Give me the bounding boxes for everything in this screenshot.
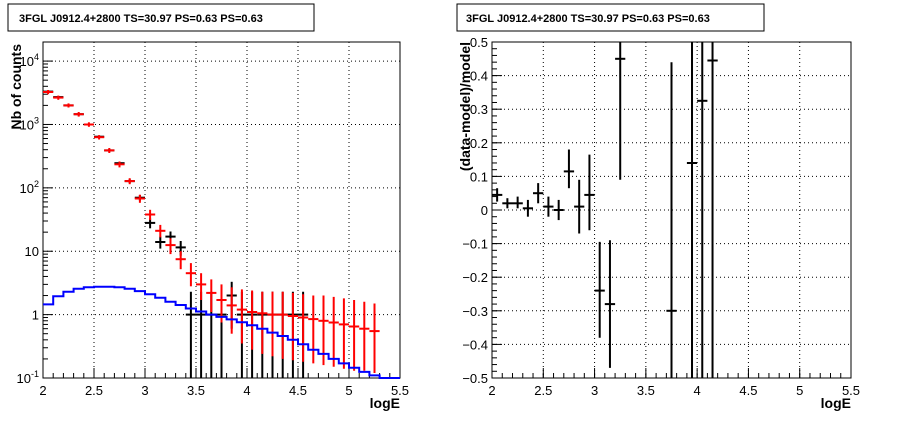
left-panel: 2 2.5 3 3.5 4 4.5 5 5.5 10-1 1 10 102 103 104 3FGL J…: [7, 3, 409, 411]
y-tick-label: 10-1: [17, 369, 39, 386]
x-tick-label: 2.5: [534, 383, 552, 398]
right-x-axis-title: logE: [821, 395, 851, 411]
x-tick-label: 5.5: [842, 383, 860, 398]
x-tick-label: 5.5: [391, 383, 409, 398]
left-title-box: [7, 3, 315, 32]
left-y-ticks: 10-1 1 10 102 103 104: [17, 52, 53, 386]
right-panel: 2 2.5 3 3.5 4 4.5 5 5.5 −0.5 −0.4 −0.3 −0.2 −0.1 0 0.…: [456, 3, 860, 411]
x-tick-label: 4.5: [739, 383, 757, 398]
x-tick-label: 3.5: [187, 383, 205, 398]
y-tick-label: 0: [481, 203, 488, 218]
y-tick-label: 103: [20, 115, 39, 132]
x-tick-label: 3: [141, 383, 148, 398]
left-x-axis-title: logE: [370, 395, 400, 411]
y-tick-label: −0.2: [462, 270, 488, 285]
x-tick-label: 3: [591, 383, 598, 398]
model-step-line: [43, 285, 400, 379]
x-tick-label: 4: [694, 383, 701, 398]
right-y-axis-title: (data-model)/model: [457, 42, 473, 171]
right-series: [492, 42, 718, 378]
y-tick-label: 10: [25, 244, 39, 259]
left-title: 3FGL J0912.4+2800 TS=30.97 PS=0.63 PS=0.…: [19, 13, 263, 25]
x-tick-label: 4.5: [289, 383, 307, 398]
y-tick-label: −0.5: [462, 371, 488, 386]
x-tick-label: 2: [39, 383, 46, 398]
right-y-ticks: −0.5 −0.4 −0.3 −0.2 −0.1 0 0.1 0.2 0.3 0.4 0.5: [462, 35, 502, 386]
y-tick-label: 0.5: [470, 35, 488, 50]
y-tick-label: 0.4: [470, 69, 488, 84]
x-tick-label: 5: [345, 383, 352, 398]
y-tick-label: 0.2: [470, 136, 488, 151]
x-tick-label: 2: [488, 383, 495, 398]
y-tick-label: 0.1: [470, 169, 488, 184]
y-tick-label: 102: [20, 179, 39, 196]
left-x-ticks: 2 2.5 3 3.5 4 4.5 5 5.5: [39, 368, 409, 398]
y-tick-label: −0.1: [462, 237, 488, 252]
left-grid: [43, 42, 400, 378]
y-tick-label: 104: [20, 52, 39, 69]
x-tick-label: 3.5: [637, 383, 655, 398]
right-x-ticks: 2 2.5 3 3.5 4 4.5 5 5.5: [488, 368, 860, 398]
left-y-axis-title: Nb of counts: [8, 44, 24, 130]
x-tick-label: 2.5: [85, 383, 103, 398]
right-title: 3FGL J0912.4+2800 TS=30.97 PS=0.63 PS=0.…: [466, 13, 710, 25]
left-series: [43, 90, 400, 379]
y-tick-label: 1: [32, 308, 39, 323]
right-title-box: [456, 3, 765, 32]
right-grid: [492, 42, 851, 378]
x-tick-label: 5: [796, 383, 803, 398]
x-tick-label: 4: [243, 383, 250, 398]
y-tick-label: −0.3: [462, 304, 488, 319]
y-tick-label: −0.4: [462, 337, 488, 352]
y-tick-label: 0.3: [470, 102, 488, 117]
